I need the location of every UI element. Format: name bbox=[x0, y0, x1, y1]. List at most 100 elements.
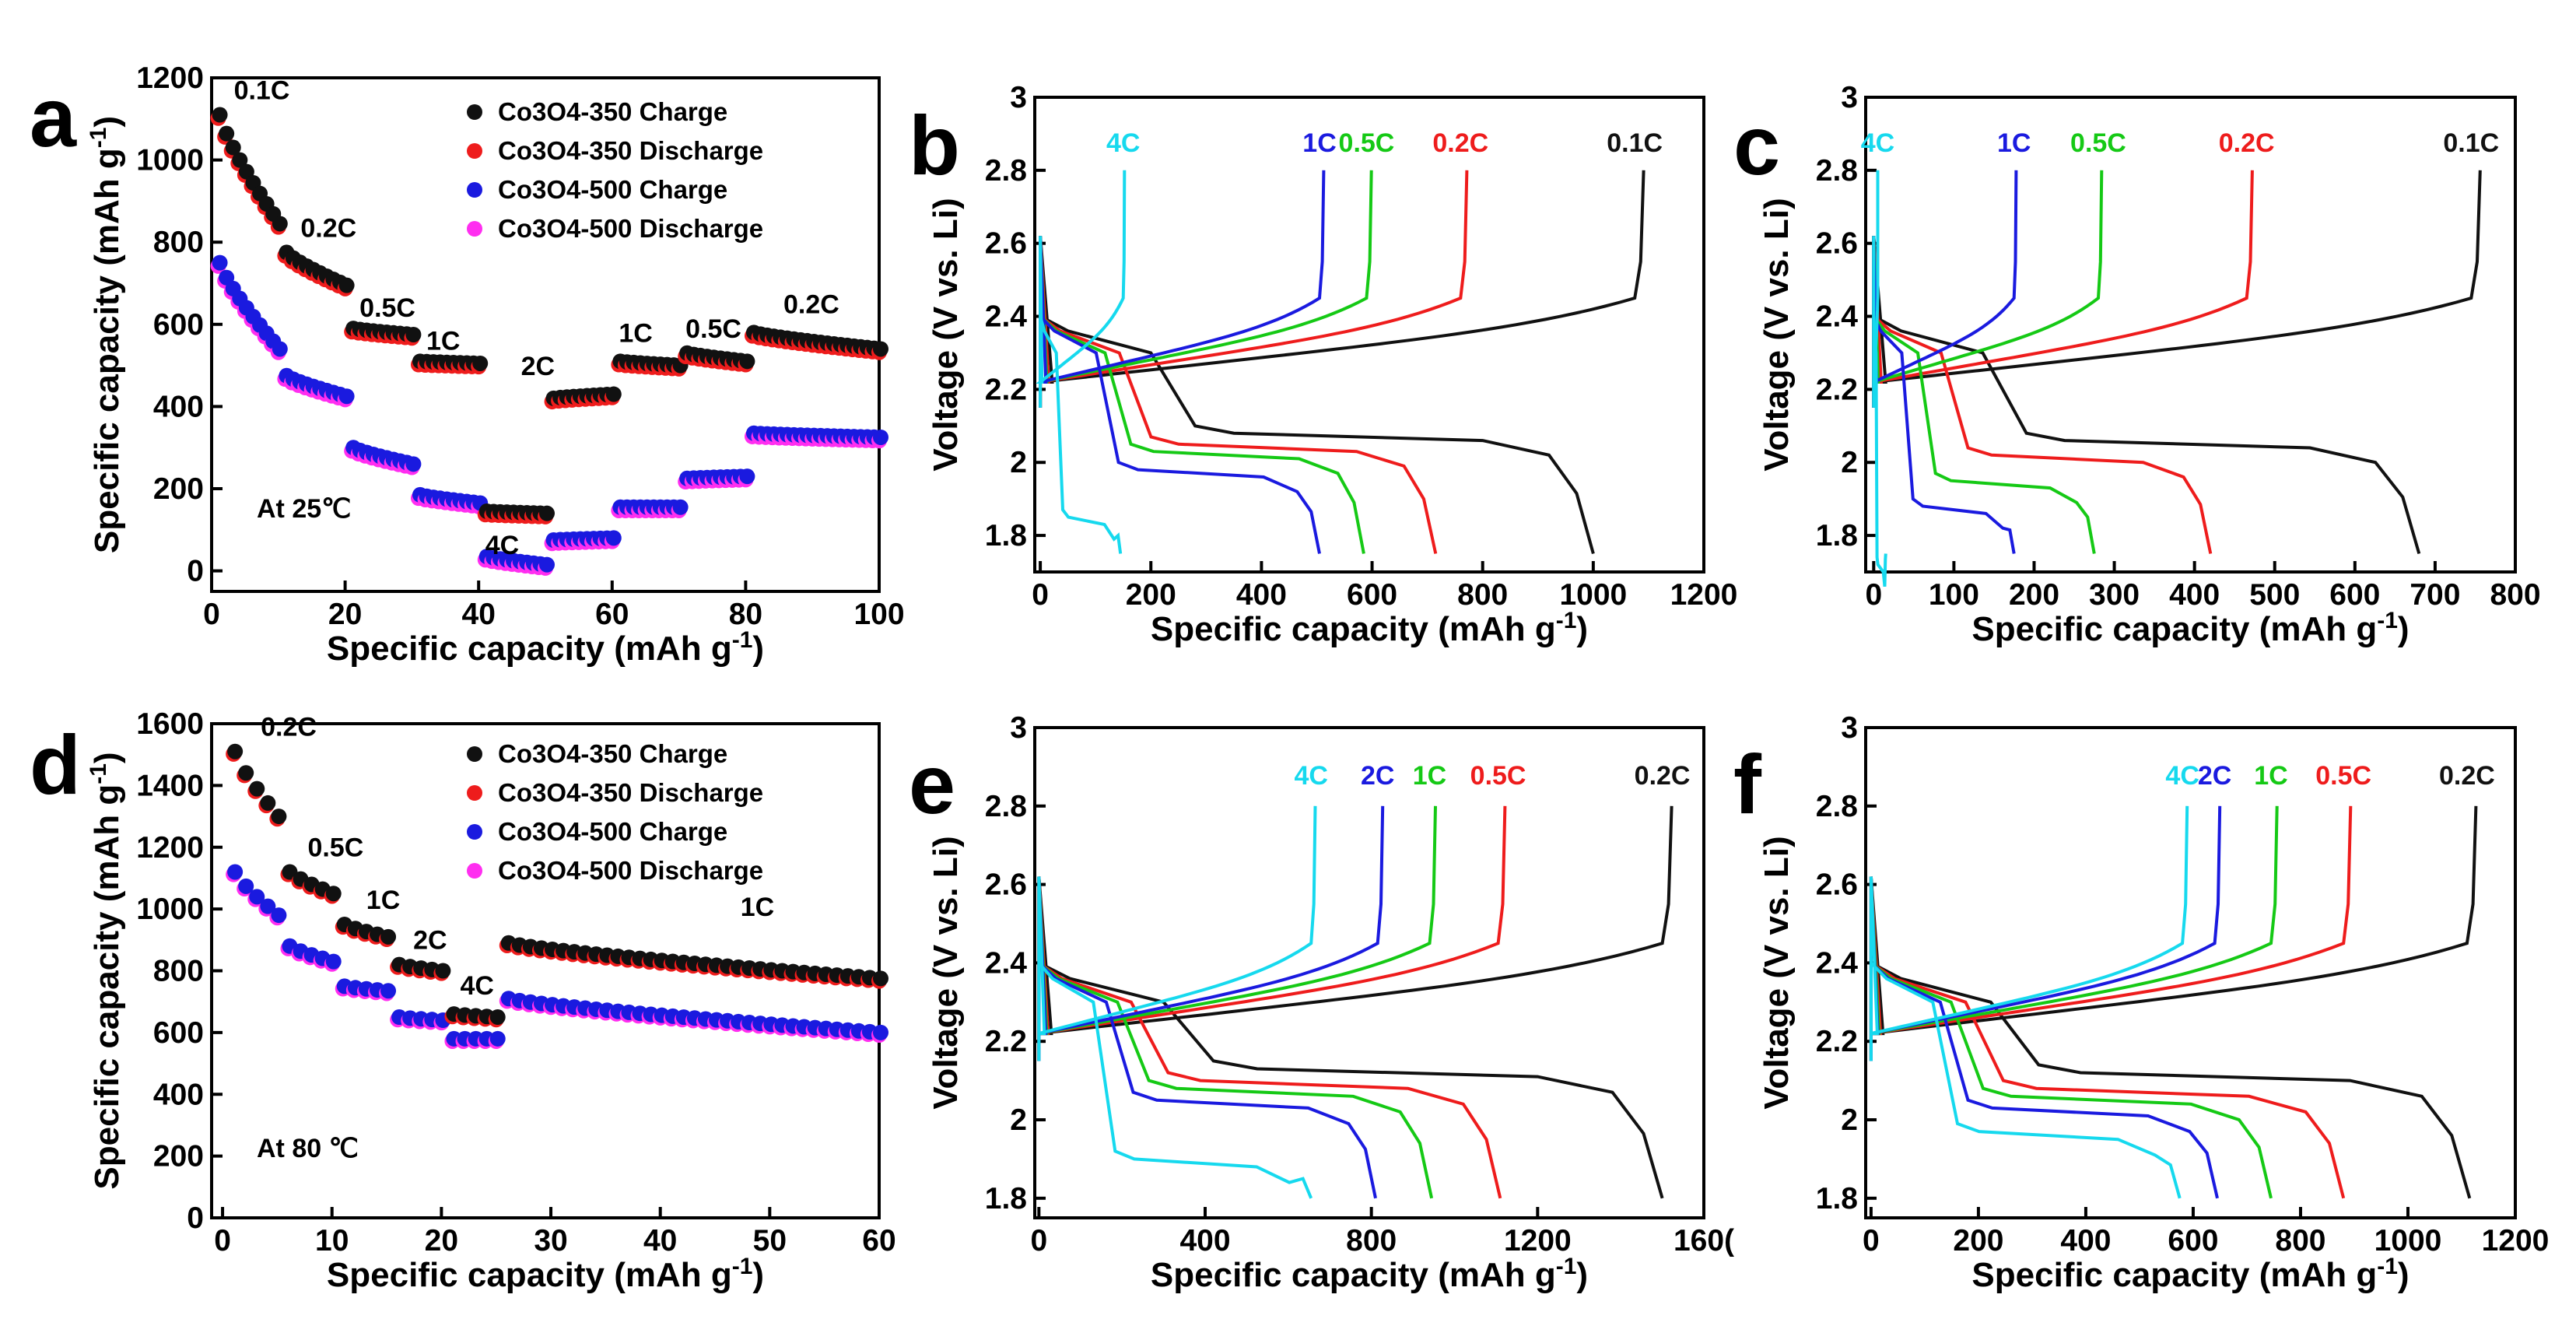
data-point-500-charge bbox=[672, 499, 689, 515]
x-tick-label: 200 bbox=[1953, 1224, 2003, 1258]
rate-label-0p2C: 0.2C bbox=[2439, 761, 2495, 791]
discharge-curve-0p2C bbox=[1872, 314, 2213, 554]
y-tick-label: 2.6 bbox=[985, 868, 1027, 902]
legend-label: Co3O4-500 Charge bbox=[498, 817, 727, 846]
data-point-350-charge bbox=[338, 277, 355, 293]
legend-marker bbox=[467, 785, 482, 801]
charge-curve-0p1C bbox=[1872, 170, 2482, 408]
discharge-curve-4C bbox=[1872, 316, 1887, 587]
data-point-350-charge bbox=[260, 795, 276, 811]
rate-label: 4C bbox=[460, 971, 493, 1001]
panel-letter-f: f bbox=[1733, 737, 1762, 831]
data-point-500-charge bbox=[489, 1030, 506, 1047]
x-axis-title-f: Specific capacity (mAh g-1) bbox=[1971, 1254, 2409, 1295]
x-tick-label: 50 bbox=[753, 1224, 787, 1258]
data-point-350-charge bbox=[605, 386, 622, 402]
plot-frame-c bbox=[1864, 96, 2517, 574]
panel-letter-b: b bbox=[909, 98, 960, 192]
charge-curve-0p5C bbox=[1872, 170, 2104, 408]
data-point-350-charge bbox=[405, 327, 422, 342]
y-axis-title-d: Specific capacity (mAh g-1) bbox=[86, 752, 127, 1189]
rate-label-1C: 1C bbox=[1997, 128, 2031, 158]
data-point-500-charge bbox=[739, 468, 755, 485]
rate-label-0p2C: 0.2C bbox=[2219, 128, 2275, 158]
rate-label-0p2C: 0.2C bbox=[1432, 128, 1488, 158]
legend-label: Co3O4-500 Charge bbox=[498, 175, 727, 204]
x-tick-label: 800 bbox=[2490, 578, 2540, 612]
charge-curve-1C bbox=[1872, 170, 2018, 408]
discharge-curve-0p2C bbox=[1038, 961, 1664, 1199]
x-tick-label: 800 bbox=[2275, 1224, 2325, 1258]
x-tick-label: 600 bbox=[2329, 578, 2380, 612]
rate-label: 1C bbox=[741, 893, 774, 922]
x-tick-label: 0 bbox=[1863, 1224, 1880, 1258]
rate-label: 0.2C bbox=[300, 213, 356, 243]
y-axis-title-b: Voltage (V vs. Li) bbox=[927, 198, 965, 471]
plot-frame-b bbox=[1033, 96, 1705, 574]
x-tick-label: 400 bbox=[2169, 578, 2220, 612]
charge-curve-4C bbox=[1037, 805, 1317, 1061]
y-tick-label: 1600 bbox=[136, 707, 204, 741]
data-point-350-charge bbox=[219, 125, 235, 142]
temperature-annotation: At 80 ℃ bbox=[257, 1134, 359, 1163]
y-tick-label: 800 bbox=[153, 955, 204, 988]
y-tick-label: 2.2 bbox=[985, 1025, 1027, 1058]
y-tick-label: 2 bbox=[1010, 446, 1027, 479]
rate-label: 0.1C bbox=[234, 76, 290, 106]
data-point-350-charge bbox=[489, 1009, 506, 1026]
x-tick-label: 0 bbox=[1032, 578, 1049, 612]
data-point-500-charge bbox=[325, 953, 342, 970]
discharge-curve-4C bbox=[1037, 962, 1313, 1199]
y-tick-label: 3 bbox=[1841, 81, 1858, 114]
discharge-curve-2C bbox=[1870, 961, 2219, 1199]
y-tick-label: 2.8 bbox=[1816, 154, 1858, 188]
y-tick-label: 0 bbox=[187, 555, 204, 588]
legend-label: Co3O4-350 Charge bbox=[498, 739, 727, 768]
y-tick-label: 2.2 bbox=[1816, 1025, 1858, 1058]
y-tick-label: 600 bbox=[153, 308, 204, 342]
x-tick-label: 800 bbox=[1346, 1224, 1397, 1258]
data-point-500-charge bbox=[605, 530, 622, 546]
discharge-curve-0p5C bbox=[1872, 315, 2096, 554]
legend-marker bbox=[467, 182, 482, 198]
temperature-annotation: At 25℃ bbox=[257, 494, 351, 524]
y-tick-label: 2.8 bbox=[985, 790, 1027, 823]
x-axis-title-b: Specific capacity (mAh g-1) bbox=[1151, 608, 1588, 649]
x-tick-label: 0 bbox=[203, 598, 220, 631]
x-tick-label: 30 bbox=[534, 1224, 567, 1258]
charge-curve-4C bbox=[1869, 805, 2189, 1061]
x-tick-label: 100 bbox=[1929, 578, 1979, 612]
y-tick-label: 2.4 bbox=[1816, 946, 1859, 980]
x-tick-label: 100 bbox=[853, 598, 904, 631]
data-point-350-charge bbox=[225, 139, 241, 156]
y-tick-label: 2.2 bbox=[985, 373, 1027, 406]
legend-label: Co3O4-350 Discharge bbox=[498, 778, 763, 807]
discharge-curve-0p5C bbox=[1870, 961, 2346, 1199]
rate-label: 1C bbox=[619, 318, 652, 348]
data-point-500-charge bbox=[238, 878, 254, 894]
y-tick-label: 3 bbox=[1841, 711, 1858, 745]
rate-label: 0.2C bbox=[783, 289, 839, 319]
y-tick-label: 3 bbox=[1010, 81, 1027, 114]
data-point-500-charge bbox=[873, 1024, 888, 1040]
legend-marker bbox=[467, 863, 482, 879]
x-tick-label: 40 bbox=[643, 1224, 677, 1258]
data-point-350-charge bbox=[873, 341, 888, 357]
y-tick-label: 2.6 bbox=[985, 227, 1027, 261]
rate-label-1C: 1C bbox=[2254, 761, 2287, 791]
y-tick-label: 200 bbox=[153, 472, 204, 506]
discharge-curve-0p2C bbox=[1039, 314, 1438, 554]
data-point-500-charge bbox=[873, 430, 888, 445]
discharge-curve-1C bbox=[1872, 315, 2016, 554]
y-tick-label: 2.4 bbox=[1816, 300, 1859, 334]
y-tick-label: 2.8 bbox=[985, 154, 1027, 188]
data-point-500-charge bbox=[271, 907, 287, 924]
rate-label-2C: 2C bbox=[2198, 761, 2231, 791]
plot-frame-f bbox=[1864, 726, 2517, 1219]
data-point-350-charge bbox=[380, 928, 397, 945]
y-tick-label: 2 bbox=[1010, 1103, 1027, 1137]
rate-label: 4C bbox=[485, 531, 519, 560]
legend-marker bbox=[467, 746, 482, 762]
rate-label: 0.2C bbox=[261, 713, 317, 742]
data-point-350-charge bbox=[271, 809, 287, 825]
